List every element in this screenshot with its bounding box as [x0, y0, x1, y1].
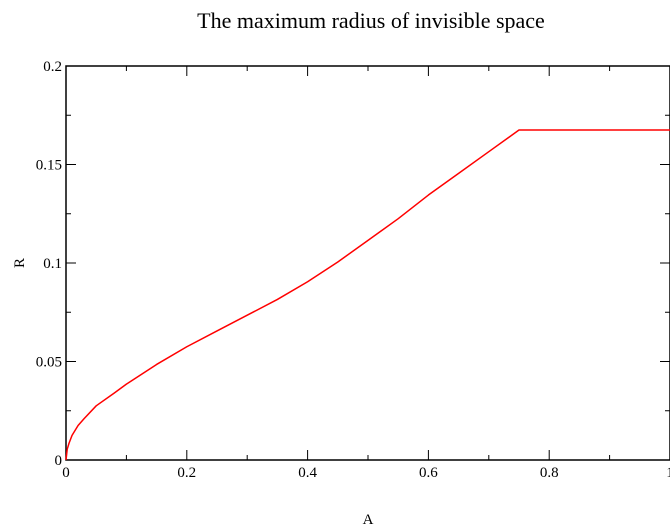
series-layer	[65, 129, 670, 461]
y-tick-label: 0	[55, 453, 63, 469]
x-tick-label: 0.8	[540, 465, 559, 481]
y-tick-label: 0.05	[36, 355, 62, 371]
chart-title: The maximum radius of invisible space	[197, 8, 545, 33]
y-tick-label: 0.1	[43, 256, 62, 272]
series-line	[65, 129, 670, 461]
x-axis-label: A	[363, 512, 374, 526]
x-tick-label: 0.4	[298, 465, 317, 481]
y-axis-label: R	[12, 258, 28, 268]
x-tick-label: 0.6	[419, 465, 438, 481]
x-tick-label: 0.2	[177, 465, 196, 481]
y-tick-label: 0.15	[36, 158, 62, 174]
y-axis: 0 0.05 0.1 0.15 0.2	[36, 59, 670, 469]
y-tick-label: 0.2	[43, 59, 62, 75]
x-tick-label: 0	[62, 465, 70, 481]
x-tick-label: 1	[666, 465, 670, 481]
plot-frame	[65, 65, 670, 461]
x-axis: 0 0.2 0.4 0.6 0.8 1	[62, 66, 670, 481]
